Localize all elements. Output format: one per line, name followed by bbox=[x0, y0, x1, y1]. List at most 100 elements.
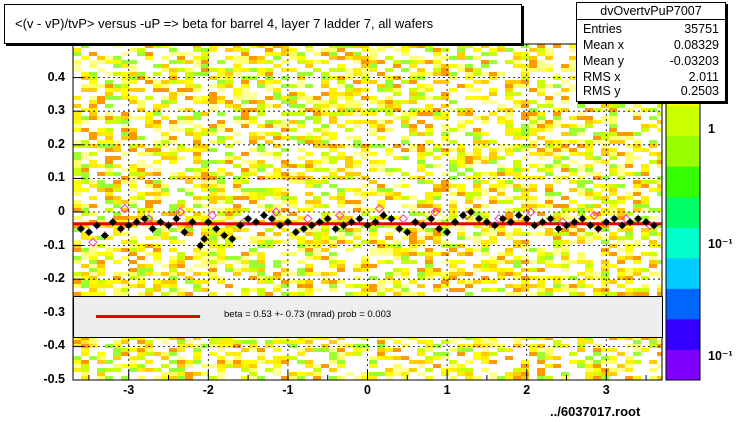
heat-cell bbox=[321, 228, 329, 232]
heat-cell bbox=[145, 180, 153, 184]
heat-cell bbox=[481, 360, 489, 364]
heat-cell bbox=[529, 248, 537, 252]
heat-cell bbox=[577, 240, 585, 244]
heat-cell bbox=[153, 248, 161, 252]
heat-cell bbox=[401, 376, 409, 380]
heat-cell bbox=[553, 280, 561, 284]
heat-cell bbox=[217, 212, 225, 216]
heat-cell bbox=[641, 216, 649, 220]
heat-cell bbox=[113, 64, 121, 68]
heat-cell bbox=[369, 152, 377, 156]
heat-cell bbox=[481, 212, 489, 216]
heat-cell bbox=[625, 364, 633, 368]
heat-cell bbox=[241, 288, 249, 292]
heat-cell bbox=[633, 192, 641, 196]
heat-cell bbox=[321, 204, 329, 208]
y-tick-label: -0.1 bbox=[43, 237, 65, 252]
heat-cell bbox=[441, 276, 449, 280]
heat-cell bbox=[481, 160, 489, 164]
palette-band bbox=[666, 196, 700, 228]
heat-cell bbox=[313, 164, 321, 168]
heat-cell bbox=[217, 376, 225, 380]
heat-cell bbox=[113, 148, 121, 152]
heat-cell bbox=[169, 284, 177, 288]
heat-cell bbox=[649, 144, 657, 148]
heat-cell bbox=[297, 92, 305, 96]
heat-cell bbox=[577, 176, 585, 180]
profile-point bbox=[197, 242, 204, 249]
heat-cell bbox=[305, 184, 313, 188]
heat-cell bbox=[497, 348, 505, 352]
profile-point bbox=[531, 222, 538, 229]
heat-cell bbox=[257, 112, 265, 116]
heat-cell bbox=[497, 252, 505, 256]
stats-label: RMS x bbox=[583, 70, 621, 84]
heat-cell bbox=[433, 52, 441, 56]
heat-cell bbox=[353, 92, 361, 96]
heat-cell bbox=[577, 192, 585, 196]
stats-value: 2.011 bbox=[688, 70, 719, 84]
heat-cell bbox=[537, 344, 545, 348]
heat-cell bbox=[273, 272, 281, 276]
heat-cell bbox=[297, 284, 305, 288]
heat-cell bbox=[561, 132, 569, 136]
heat-cell bbox=[305, 200, 313, 204]
heat-cell bbox=[169, 248, 177, 252]
heat-cell bbox=[369, 112, 377, 116]
heat-cell bbox=[113, 272, 121, 276]
profile-point bbox=[452, 219, 459, 226]
heat-cell bbox=[521, 112, 529, 116]
heat-cell bbox=[409, 72, 417, 76]
heat-cell bbox=[617, 184, 625, 188]
heat-cell bbox=[577, 256, 585, 260]
heat-cell bbox=[353, 236, 361, 240]
heat-cell bbox=[409, 116, 417, 120]
heat-cell bbox=[377, 136, 385, 140]
heat-cell bbox=[433, 144, 441, 148]
heat-cell bbox=[369, 228, 377, 232]
heat-cell bbox=[201, 96, 209, 100]
heat-cell bbox=[145, 352, 153, 356]
heat-cell bbox=[233, 56, 241, 60]
heat-cell bbox=[377, 164, 385, 168]
heat-cell bbox=[289, 196, 297, 200]
heat-cell bbox=[401, 368, 409, 372]
heat-cell bbox=[481, 228, 489, 232]
heat-cell bbox=[209, 248, 217, 252]
heat-cell bbox=[225, 360, 233, 364]
heat-cell bbox=[105, 200, 113, 204]
heat-cell bbox=[161, 336, 169, 340]
heat-cell bbox=[641, 292, 649, 296]
heat-cell bbox=[513, 176, 521, 180]
heat-cell bbox=[297, 360, 305, 364]
heat-cell bbox=[177, 228, 185, 232]
heat-cell bbox=[241, 48, 249, 52]
heat-cell bbox=[625, 276, 633, 280]
heat-cell bbox=[481, 340, 489, 344]
heat-cell bbox=[393, 368, 401, 372]
heat-cell bbox=[193, 48, 201, 52]
heat-cell bbox=[441, 280, 449, 284]
heat-cell bbox=[193, 248, 201, 252]
heat-cell bbox=[273, 88, 281, 92]
heat-cell bbox=[513, 84, 521, 88]
heat-cell bbox=[457, 348, 465, 352]
heat-cell bbox=[185, 360, 193, 364]
heat-cell bbox=[137, 348, 145, 352]
heat-cell bbox=[169, 208, 177, 212]
heat-cell bbox=[361, 44, 369, 48]
heat-cell bbox=[481, 204, 489, 208]
heat-cell bbox=[121, 256, 129, 260]
profile-point bbox=[587, 222, 594, 229]
heat-cell bbox=[609, 128, 617, 132]
heat-cell bbox=[137, 356, 145, 360]
heat-cell bbox=[81, 248, 89, 252]
heat-cell bbox=[289, 272, 297, 276]
heat-cell bbox=[481, 144, 489, 148]
heat-cell bbox=[177, 288, 185, 292]
heat-cell bbox=[329, 120, 337, 124]
heat-cell bbox=[201, 188, 209, 192]
heat-cell bbox=[361, 56, 369, 60]
heat-cell bbox=[257, 204, 265, 208]
heat-cell bbox=[401, 292, 409, 296]
